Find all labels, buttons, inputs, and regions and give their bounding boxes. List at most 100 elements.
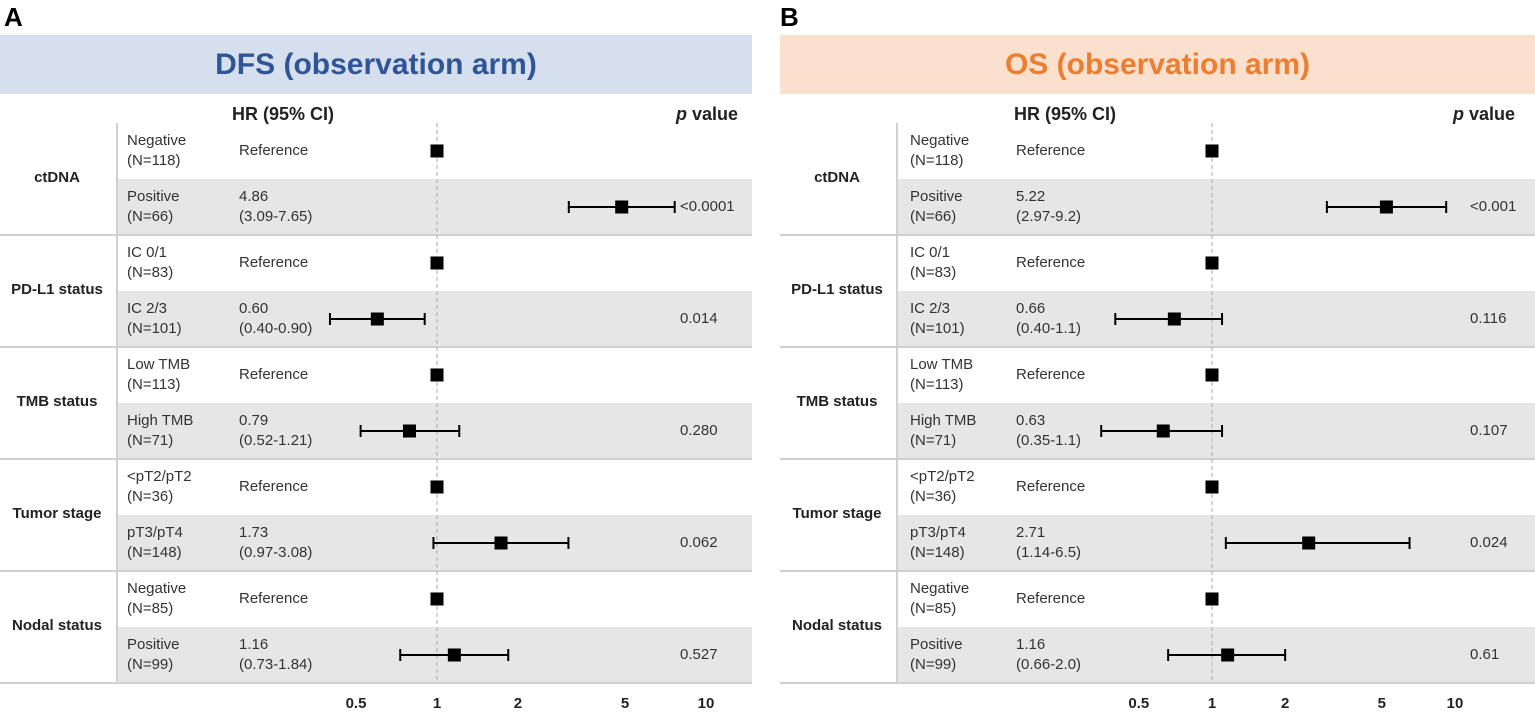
subgroup-label: IC 0/1 (N=83) (127, 243, 173, 283)
panel-title: DFS (observation arm) (0, 35, 752, 94)
subgroup-n: (N=113) (910, 376, 964, 393)
subgroup-n: (N=83) (127, 264, 174, 281)
hr-point (1156, 424, 1170, 438)
hr-ci-label: 0.60 (0.40-0.90) (239, 299, 312, 339)
subgroup-name: Positive (127, 188, 180, 205)
subgroup-name: Positive (910, 636, 963, 653)
x-tick-label: 2 (1281, 695, 1289, 712)
subgroup-name: Negative (910, 132, 970, 149)
column-separator (116, 123, 118, 683)
group-label: Tumor stage (12, 505, 102, 522)
subgroup-label: Positive (N=99) (910, 635, 963, 675)
subgroup-name: <pT2/pT2 (127, 468, 192, 485)
subgroup-n: (N=66) (127, 208, 174, 225)
subgroup-label: IC 2/3 (N=101) (910, 299, 965, 339)
hr-value: 1.73 (239, 524, 269, 541)
subgroup-label: Negative (N=118) (127, 131, 186, 171)
subgroup-n: (N=71) (910, 432, 957, 449)
p-value: <0.0001 (680, 198, 735, 215)
ci-value: (0.73-1.84) (239, 656, 313, 673)
group-separator (0, 346, 752, 348)
ci-value: (3.09-7.65) (239, 208, 313, 225)
hr-point (1205, 480, 1219, 494)
subgroup-name: High TMB (127, 412, 194, 429)
subgroup-name: Negative (910, 580, 970, 597)
p-value: 0.024 (1470, 534, 1508, 551)
forest-row (117, 291, 752, 347)
forest-panel-b: B OS (observation arm) HR (95% CI) p val… (780, 0, 1535, 715)
group-label: PD-L1 status (791, 281, 883, 298)
p-rest: value (687, 104, 739, 124)
subgroup-n: (N=85) (910, 600, 957, 617)
p-italic: p (1453, 104, 1464, 124)
hr-ci-label: 0.63 (0.35-1.1) (1016, 411, 1081, 451)
subgroup-label: IC 0/1 (N=83) (910, 243, 956, 283)
group-separator (0, 570, 752, 572)
reference-label: Reference (1016, 254, 1086, 271)
ci-value: (0.52-1.21) (239, 432, 313, 449)
group-label: ctDNA (814, 169, 860, 186)
subgroup-n: (N=148) (127, 544, 182, 561)
group-label: ctDNA (34, 169, 80, 186)
subgroup-label: pT3/pT4 (N=148) (910, 523, 966, 563)
hr-point (430, 480, 444, 494)
subgroup-label: IC 2/3 (N=101) (127, 299, 182, 339)
subgroup-label: Negative (N=118) (910, 131, 969, 171)
hr-ci-label: 0.66 (0.40-1.1) (1016, 299, 1081, 339)
hr-point (1205, 256, 1219, 270)
hr-value: 1.16 (1016, 636, 1046, 653)
panel-title: OS (observation arm) (780, 35, 1535, 94)
subgroup-name: <pT2/pT2 (910, 468, 975, 485)
ci-value: (0.40-0.90) (239, 320, 313, 337)
subgroup-n: (N=36) (127, 488, 174, 505)
p-value: 0.107 (1470, 422, 1508, 439)
hr-column-header: HR (95% CI) (232, 104, 335, 124)
x-tick-label: 2 (514, 695, 522, 712)
p-value: 0.280 (680, 422, 718, 439)
group-separator (0, 682, 752, 684)
p-value: 0.61 (1470, 646, 1500, 663)
group-separator (780, 458, 1535, 460)
subgroup-n: (N=71) (127, 432, 174, 449)
hr-point (430, 256, 444, 270)
subgroup-n: (N=36) (910, 488, 957, 505)
ci-value: (0.35-1.1) (1016, 432, 1082, 449)
subgroup-label: <pT2/pT2 (N=36) (910, 467, 975, 507)
panel-letter: A (4, 2, 23, 32)
x-tick-label: 1 (1208, 695, 1216, 712)
ci-value: (1.14-6.5) (1016, 544, 1082, 561)
hr-value: 5.22 (1016, 188, 1046, 205)
x-tick-label: 5 (621, 695, 629, 712)
subgroup-name: IC 0/1 (127, 244, 168, 261)
hr-ci-label: 2.71 (1.14-6.5) (1016, 523, 1081, 563)
forest-panel-a: A DFS (observation arm) HR (95% CI) p va… (0, 0, 752, 715)
subgroup-n: (N=101) (127, 320, 182, 337)
subgroup-n: (N=85) (127, 600, 174, 617)
subgroup-name: Negative (127, 580, 187, 597)
hr-point (494, 536, 508, 550)
subgroup-n: (N=148) (910, 544, 965, 561)
p-value: <0.001 (1470, 198, 1517, 215)
hr-point (1379, 200, 1393, 214)
subgroup-label: <pT2/pT2 (N=36) (127, 467, 192, 507)
hr-point (615, 200, 629, 214)
subgroup-label: Positive (N=99) (127, 635, 180, 675)
subgroup-name: IC 2/3 (910, 300, 951, 317)
x-tick-label: 10 (698, 695, 715, 712)
subgroup-n: (N=66) (910, 208, 957, 225)
hr-value: 0.66 (1016, 300, 1046, 317)
hr-value: 1.16 (239, 636, 269, 653)
reference-label: Reference (1016, 142, 1086, 159)
forest-plot-svg: 0.5 1 2 5 10 (1100, 123, 1463, 712)
group-label: PD-L1 status (11, 281, 103, 298)
subgroup-label: Negative (N=85) (910, 579, 969, 619)
hr-value: 4.86 (239, 188, 269, 205)
reference-label: Reference (1016, 366, 1086, 383)
reference-label: Reference (239, 366, 309, 383)
hr-point (370, 312, 384, 326)
forest-plot-svg: 0.5 1 2 5 10 (328, 123, 715, 712)
subgroup-label: High TMB (N=71) (910, 411, 976, 451)
x-tick-label: 1 (433, 695, 441, 712)
group-label: Tumor stage (792, 505, 882, 522)
group-label: TMB status (796, 393, 878, 410)
